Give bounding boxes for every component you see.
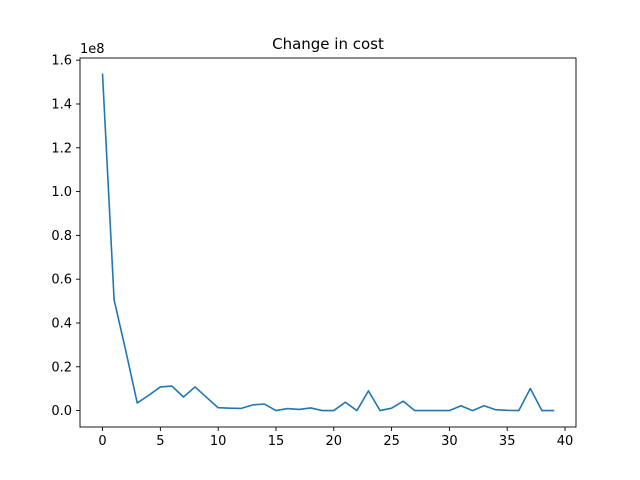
y-tick-label: 1.0 xyxy=(51,185,72,200)
y-tick-label: 0.2 xyxy=(51,360,72,375)
x-axis-ticks: 0 5 10 15 20 25 30 35 40 xyxy=(98,427,573,449)
y-tick-label: 0.0 xyxy=(51,404,72,419)
x-tick-label: 40 xyxy=(557,434,574,449)
x-tick-label: 10 xyxy=(210,434,227,449)
x-tick-label: 25 xyxy=(383,434,400,449)
chart-title: Change in cost xyxy=(272,35,384,53)
series-line xyxy=(101,73,555,412)
y-tick-label: 1.2 xyxy=(51,141,72,156)
y-tick-label: 1.4 xyxy=(51,97,72,112)
x-tick-label: 20 xyxy=(326,434,343,449)
y-tick-label: 0.6 xyxy=(51,273,72,288)
x-tick-label: 30 xyxy=(441,434,458,449)
y-axis-ticks: 0.0 0.2 0.4 0.6 0.8 1.0 1.2 1.4 1.6 xyxy=(51,54,80,419)
y-tick-label: 1.6 xyxy=(51,54,72,69)
x-tick-label: 0 xyxy=(98,434,106,449)
x-tick-label: 15 xyxy=(268,434,285,449)
y-offset-label: 1e8 xyxy=(80,42,105,57)
x-tick-label: 5 xyxy=(156,434,164,449)
x-tick-label: 35 xyxy=(499,434,516,449)
plot-area-frame xyxy=(79,57,577,428)
y-tick-label: 0.8 xyxy=(51,229,72,244)
y-tick-label: 0.4 xyxy=(51,316,72,331)
